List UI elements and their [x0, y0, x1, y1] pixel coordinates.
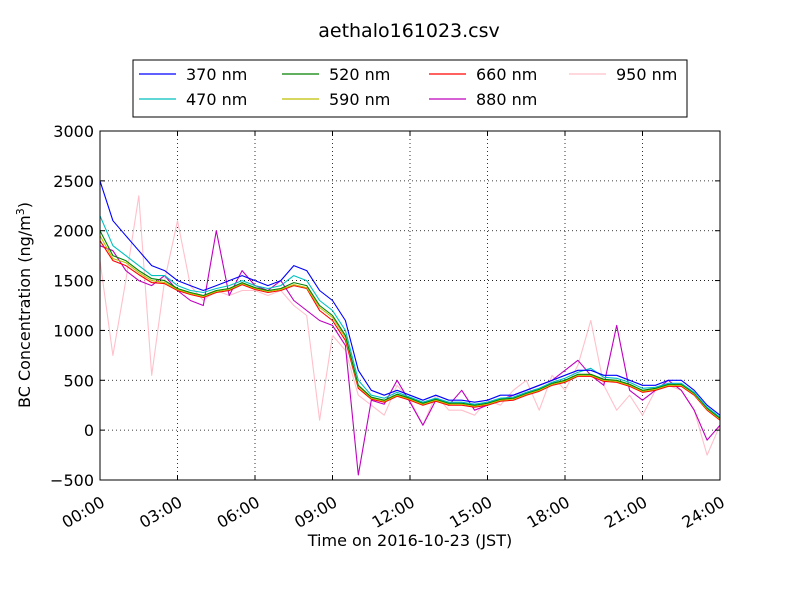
y-tick-label: 2500: [53, 172, 94, 191]
series-line-880-nm: [99, 230, 721, 476]
y-tick-label: −500: [50, 471, 94, 490]
legend-box: [132, 59, 688, 118]
legend-label: 590 nm: [329, 90, 390, 109]
axis-ticks: [99, 130, 721, 481]
legend: 370 nm 470 nm 520 nm 590 nm 660 nm 880 nm 950 …: [132, 59, 688, 118]
y-tick-label: 1000: [53, 321, 94, 340]
y-tick-labels: −500 0 500 1000 1500 2000 2500 3000: [50, 122, 94, 490]
series-line-520-nm: [99, 230, 721, 419]
y-axis-label: BC Concentration (ng/m3): [14, 202, 34, 408]
series-line-370-nm: [99, 180, 721, 416]
legend-label: 370 nm: [186, 65, 247, 84]
series-lines: [99, 180, 721, 476]
y-tick-label: 1500: [53, 272, 94, 291]
series-line-470-nm: [99, 215, 721, 418]
legend-label: 470 nm: [186, 90, 247, 109]
y-tick-label: 0: [84, 421, 94, 440]
y-tick-label: 2000: [53, 222, 94, 241]
series-line-660-nm: [99, 240, 721, 421]
y-tick-label: 3000: [53, 122, 94, 141]
legend-label: 950 nm: [616, 65, 677, 84]
x-axis-label: Time on 2016-10-23 (JST): [307, 531, 512, 550]
legend-label: 520 nm: [329, 65, 390, 84]
y-tick-label: 500: [63, 371, 94, 390]
series-line-590-nm: [99, 235, 721, 420]
legend-label: 880 nm: [476, 90, 537, 109]
chart-title: aethalo161023.csv: [318, 20, 500, 42]
legend-label: 660 nm: [476, 65, 537, 84]
